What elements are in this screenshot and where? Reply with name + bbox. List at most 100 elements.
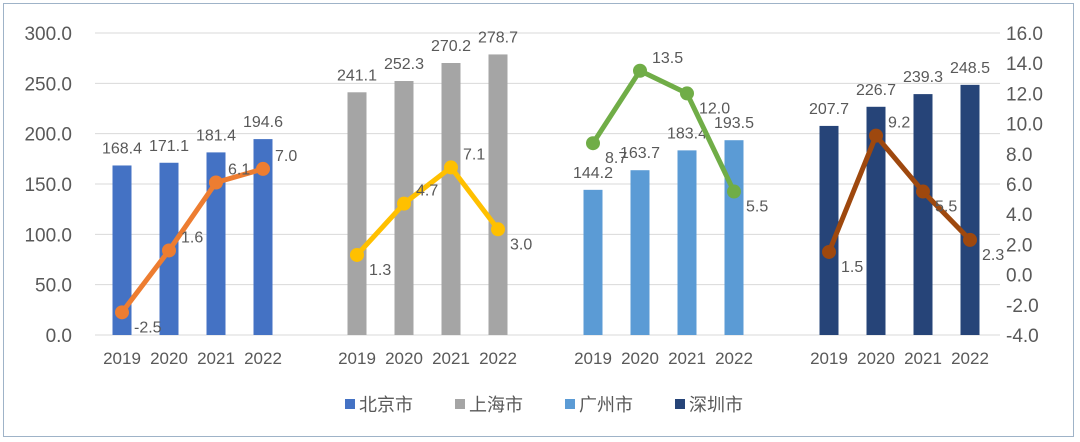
left-axis-tick-label: 300.0 — [24, 24, 72, 45]
bar — [206, 152, 226, 335]
x-tick-label: 2020 — [150, 349, 188, 368]
growth-point — [963, 232, 977, 247]
bar-data-label: 226.7 — [856, 82, 896, 99]
right-axis-tick-label: 0.0 — [1006, 266, 1032, 287]
bar-data-label: 241.1 — [337, 67, 377, 84]
bar — [677, 150, 697, 335]
bar — [347, 92, 367, 335]
growth-point — [586, 136, 600, 151]
growth-point — [209, 175, 223, 190]
bar-data-label: 183.4 — [667, 125, 707, 142]
growth-data-label: 2.3 — [982, 247, 1004, 264]
x-tick-label: 2022 — [951, 349, 989, 368]
left-axis-tick-label: 200.0 — [24, 125, 72, 146]
left-axis-tick-label: 150.0 — [24, 175, 72, 196]
growth-data-label: 3.0 — [510, 236, 532, 253]
left-axis-tick-label: 0.0 — [46, 326, 72, 347]
x-tick-label: 2020 — [621, 349, 659, 368]
growth-line — [590, 68, 737, 193]
growth-data-label: 1.3 — [369, 262, 391, 279]
left-axis-tick-label: 50.0 — [35, 276, 72, 297]
growth-point — [397, 196, 411, 211]
bar — [441, 62, 461, 336]
x-tick-label: 2020 — [385, 349, 423, 368]
bar — [630, 170, 650, 335]
right-axis-tick-label: 2.0 — [1006, 235, 1032, 256]
bar-data-label: 193.5 — [714, 115, 754, 132]
x-tick-label: 2020 — [857, 349, 895, 368]
x-tick-label: 2022 — [479, 349, 517, 368]
right-axis-tick-label: 16.0 — [1006, 24, 1043, 45]
bar-data-label: 144.2 — [573, 165, 613, 182]
growth-point — [162, 243, 176, 258]
bar — [253, 139, 273, 335]
growth-data-label: 5.5 — [746, 199, 768, 216]
bar-data-label: 194.6 — [243, 114, 283, 131]
bar-data-label: 168.4 — [102, 140, 142, 157]
growth-line — [120, 166, 264, 314]
right-axis-tick-label: 14.0 — [1006, 54, 1043, 75]
bar — [960, 84, 980, 336]
x-tick-label: 2021 — [432, 349, 470, 368]
right-axis-tick-label: 10.0 — [1006, 115, 1043, 136]
growth-point — [633, 63, 647, 78]
bar-data-label: 207.7 — [809, 101, 849, 118]
right-axis-tick-label: 12.0 — [1006, 84, 1043, 105]
legend-label: 广州市 — [579, 395, 633, 415]
growth-line — [826, 133, 972, 253]
legend-label: 上海市 — [469, 395, 523, 415]
bar — [913, 94, 933, 335]
bar — [583, 189, 603, 335]
x-tick-label: 2019 — [574, 349, 612, 368]
growth-point — [256, 161, 270, 176]
bar — [819, 125, 839, 335]
bar-data-label: 181.4 — [196, 127, 236, 144]
x-tick-label: 2019 — [810, 349, 848, 368]
growth-point — [491, 222, 505, 237]
growth-data-label: 4.7 — [416, 183, 438, 200]
bar — [724, 140, 744, 335]
growth-data-label: 7.1 — [463, 146, 485, 163]
x-tick-label: 2022 — [244, 349, 282, 368]
growth-point — [822, 244, 836, 259]
growth-point — [727, 184, 741, 199]
bar-data-label: 171.1 — [149, 138, 189, 155]
growth-data-label: 12.0 — [699, 100, 730, 117]
growth-data-label: -2.5 — [134, 319, 162, 336]
bar — [112, 165, 132, 335]
legend-swatch — [565, 399, 575, 409]
growth-data-label: 13.5 — [652, 50, 683, 67]
right-axis-tick-label: -2.0 — [1006, 296, 1039, 317]
bar-data-label: 239.3 — [903, 69, 943, 86]
right-axis-tick-label: 8.0 — [1006, 145, 1032, 166]
x-tick-label: 2019 — [338, 349, 376, 368]
growth-point — [916, 184, 930, 199]
growth-data-label: 1.5 — [841, 259, 863, 276]
x-tick-label: 2021 — [904, 349, 942, 368]
growth-point — [680, 86, 694, 101]
right-axis-tick-label: 4.0 — [1006, 205, 1032, 226]
legend-label: 深圳市 — [689, 395, 743, 415]
growth-point — [869, 128, 883, 143]
bar-data-label: 163.7 — [620, 145, 660, 162]
growth-data-label: 8.7 — [605, 150, 627, 167]
left-axis-tick-label: 250.0 — [24, 74, 72, 95]
legend-swatch — [675, 399, 685, 409]
growth-data-label: 7.0 — [275, 148, 297, 165]
bar — [488, 54, 508, 335]
growth-data-label: 6.1 — [228, 161, 250, 178]
x-tick-label: 2021 — [668, 349, 706, 368]
growth-data-label: 9.2 — [888, 115, 910, 132]
growth-point — [350, 247, 364, 262]
left-axis-tick-label: 100.0 — [24, 225, 72, 246]
x-tick-label: 2019 — [103, 349, 141, 368]
growth-data-label: 5.5 — [935, 199, 957, 216]
growth-data-label: 1.6 — [181, 229, 203, 246]
x-tick-label: 2021 — [197, 349, 235, 368]
bar-data-label: 270.2 — [431, 38, 471, 55]
x-tick-label: 2022 — [715, 349, 753, 368]
growth-point — [115, 305, 129, 320]
growth-line — [355, 164, 500, 257]
legend-swatch — [455, 399, 465, 409]
growth-point — [444, 160, 458, 175]
